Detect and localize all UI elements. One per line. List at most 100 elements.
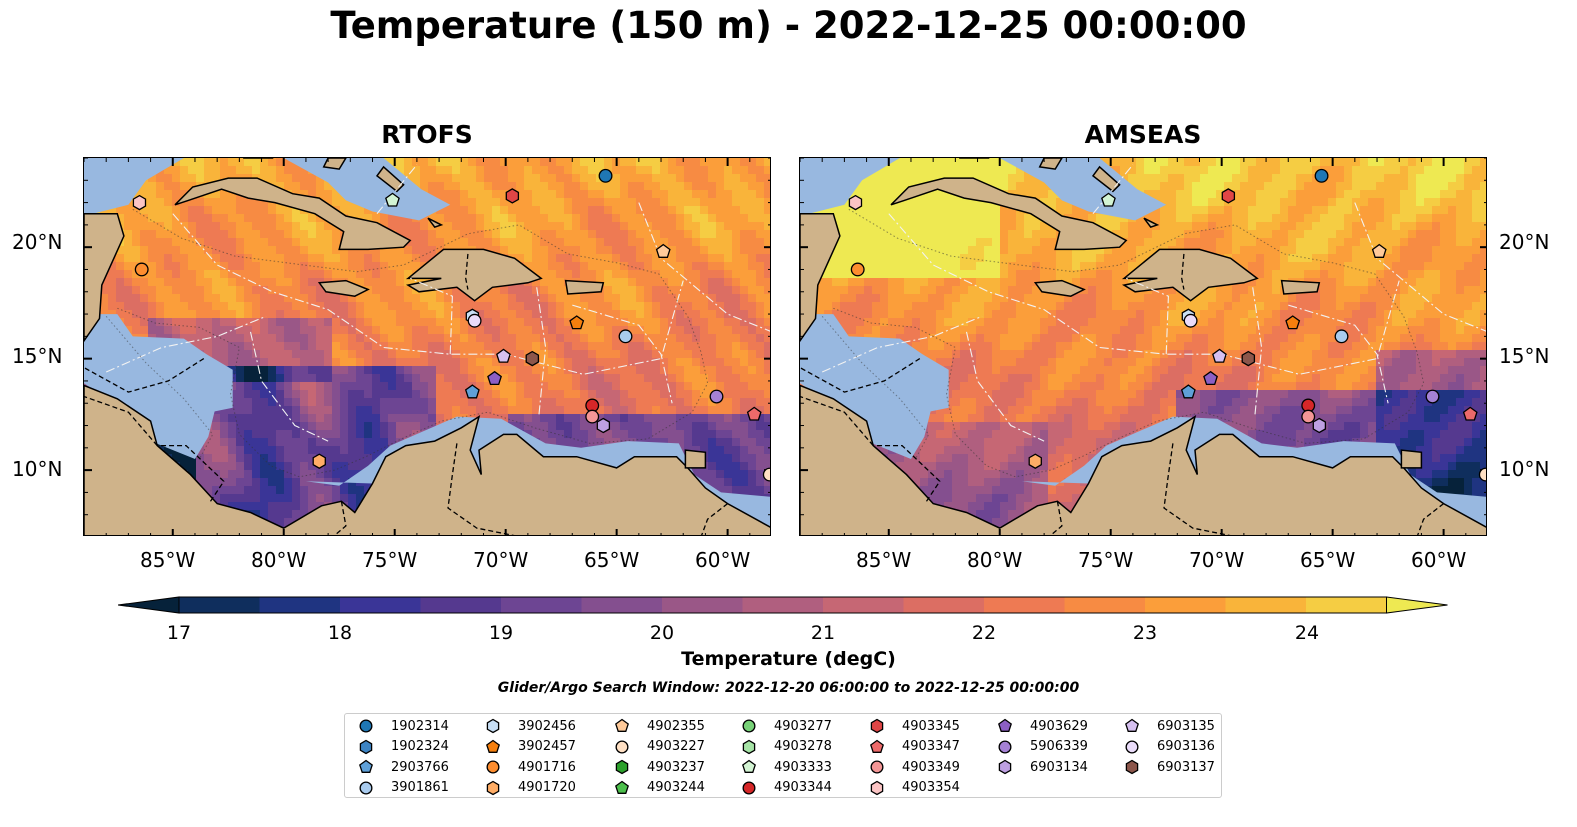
legend-item-2903766: 2903766 xyxy=(355,758,449,776)
float-marker-3902457 xyxy=(1285,315,1301,330)
float-marker-2903766 xyxy=(1180,384,1196,399)
circle-marker-icon xyxy=(359,781,373,794)
float-marker-3901861 xyxy=(618,329,633,344)
colorbar-tick-19: 19 xyxy=(488,622,514,644)
legend-label: 6903136 xyxy=(1157,739,1215,754)
float-marker-1902314 xyxy=(1314,168,1329,183)
legend-label: 4901720 xyxy=(518,780,576,795)
pentagon-marker-icon xyxy=(1125,718,1139,732)
hexagon-marker-icon xyxy=(615,759,629,775)
colorbar-segment xyxy=(903,597,985,613)
legend-marker-1902324 xyxy=(359,739,373,754)
legend-marker-4903349 xyxy=(870,760,884,774)
float-marker-4903354 xyxy=(132,194,147,211)
legend-item-4903629: 4903629 xyxy=(994,717,1088,735)
hexagon-marker-icon xyxy=(486,780,500,795)
legend-label: 4903629 xyxy=(1030,718,1088,734)
pentagon-marker-icon xyxy=(486,739,500,753)
colorbar xyxy=(118,596,1448,614)
legend-label: 3902457 xyxy=(518,739,576,754)
float-marker-4901716 xyxy=(134,262,149,277)
pentagon-marker-icon xyxy=(615,718,629,732)
legend-item-4903345: 4903345 xyxy=(866,717,960,735)
colorbar-tick-21: 21 xyxy=(810,622,836,644)
float-marker-6903134 xyxy=(1312,417,1327,434)
legend-item-4903333: 4903333 xyxy=(738,758,832,776)
float-marker-5906339 xyxy=(1425,389,1440,404)
legend-item-6903137: 6903137 xyxy=(1121,758,1215,776)
hexagon-marker-icon xyxy=(870,780,884,795)
legend-marker-3902457 xyxy=(486,739,500,753)
lon-label-80w: 80°W xyxy=(251,548,307,572)
legend-marker-4903333 xyxy=(742,759,756,773)
float-marker-5906339 xyxy=(709,389,724,404)
float-marker-4903227 xyxy=(762,467,770,482)
float-marker-4903349 xyxy=(585,409,600,424)
legend-marker-4902355 xyxy=(615,718,629,732)
legend-item-6903135: 6903135 xyxy=(1121,717,1215,735)
colorbar-label: Temperature (degC) xyxy=(681,648,896,670)
float-marker-4901716 xyxy=(850,262,865,277)
float-marker-6903135 xyxy=(496,348,511,363)
circle-marker-icon xyxy=(615,740,629,753)
pentagon-marker-icon xyxy=(742,759,756,773)
pentagon-marker-icon xyxy=(870,739,884,753)
legend-marker-4903227 xyxy=(615,740,629,753)
colorbar-segment xyxy=(742,597,824,613)
legend-label: 6903137 xyxy=(1157,759,1215,775)
legend-item-1902324: 1902324 xyxy=(355,738,449,756)
search-window-text: Glider/Argo Search Window: 2022-12-20 06… xyxy=(497,680,1080,696)
panel-title-rtofs: RTOFS xyxy=(381,120,473,149)
float-marker-4902355 xyxy=(655,243,671,258)
legend-marker-4903244 xyxy=(615,780,629,794)
float-marker-4903333 xyxy=(385,192,400,207)
legend-label: 5906339 xyxy=(1030,739,1088,754)
lon-label-85w-right: 85°W xyxy=(856,548,912,572)
shallow-shelf xyxy=(800,158,1486,527)
land-mask xyxy=(800,158,1486,535)
lat-label-20n: 20°N xyxy=(12,230,63,254)
float-marker-1902314 xyxy=(598,168,613,183)
isobath-contours xyxy=(821,208,1425,478)
legend-label: 4902355 xyxy=(647,718,705,734)
hexagon-marker-icon xyxy=(359,739,373,754)
legend-label: 4903344 xyxy=(774,780,832,795)
lon-label-85w: 85°W xyxy=(140,548,196,572)
lat-label-15n: 15°N xyxy=(12,344,63,368)
legend-marker-4903345 xyxy=(870,718,884,734)
legend-marker-4903347 xyxy=(870,739,884,753)
colorbar-segment xyxy=(420,597,502,613)
float-marker-4903629 xyxy=(1203,370,1218,386)
float-marker-4903629 xyxy=(487,370,502,386)
colorbar-segment xyxy=(1225,597,1307,613)
legend-item-1902314: 1902314 xyxy=(355,717,449,735)
colorbar-extend-high xyxy=(1386,596,1448,614)
legend-item-4903277: 4903277 xyxy=(738,717,832,735)
float-marker-6903136 xyxy=(1183,313,1198,328)
legend-label: 4903244 xyxy=(647,780,705,795)
lon-label-70w-right: 70°W xyxy=(1189,548,1245,572)
float-marker-4903345 xyxy=(1221,188,1236,204)
axis-ticks xyxy=(800,158,1486,535)
pentagon-marker-icon xyxy=(359,759,373,773)
legend-item-3901861: 3901861 xyxy=(355,779,449,797)
legend-marker-3901861 xyxy=(359,781,373,794)
legend-item-4903227: 4903227 xyxy=(611,738,705,756)
legend-marker-4901720 xyxy=(486,780,500,795)
lat-label-10n: 10°N xyxy=(12,457,63,481)
legend-marker-1902314 xyxy=(359,719,373,733)
float-marker-6903136 xyxy=(467,313,482,328)
colorbar-extend-low xyxy=(118,596,180,614)
legend-item-6903134: 6903134 xyxy=(994,758,1088,776)
legend-label: 1902314 xyxy=(391,718,449,734)
float-marker-3902457 xyxy=(569,315,585,330)
circle-marker-icon xyxy=(998,740,1012,753)
eez-boundaries xyxy=(105,164,770,442)
legend-item-4903354: 4903354 xyxy=(866,779,960,797)
legend-marker-4903629 xyxy=(998,718,1012,732)
legend-item-4903244: 4903244 xyxy=(611,779,705,797)
float-marker-4901720 xyxy=(312,453,326,469)
colorbar-tick-17: 17 xyxy=(166,622,192,644)
lon-label-60w: 60°W xyxy=(695,548,751,572)
float-marker-4903354 xyxy=(848,194,863,211)
